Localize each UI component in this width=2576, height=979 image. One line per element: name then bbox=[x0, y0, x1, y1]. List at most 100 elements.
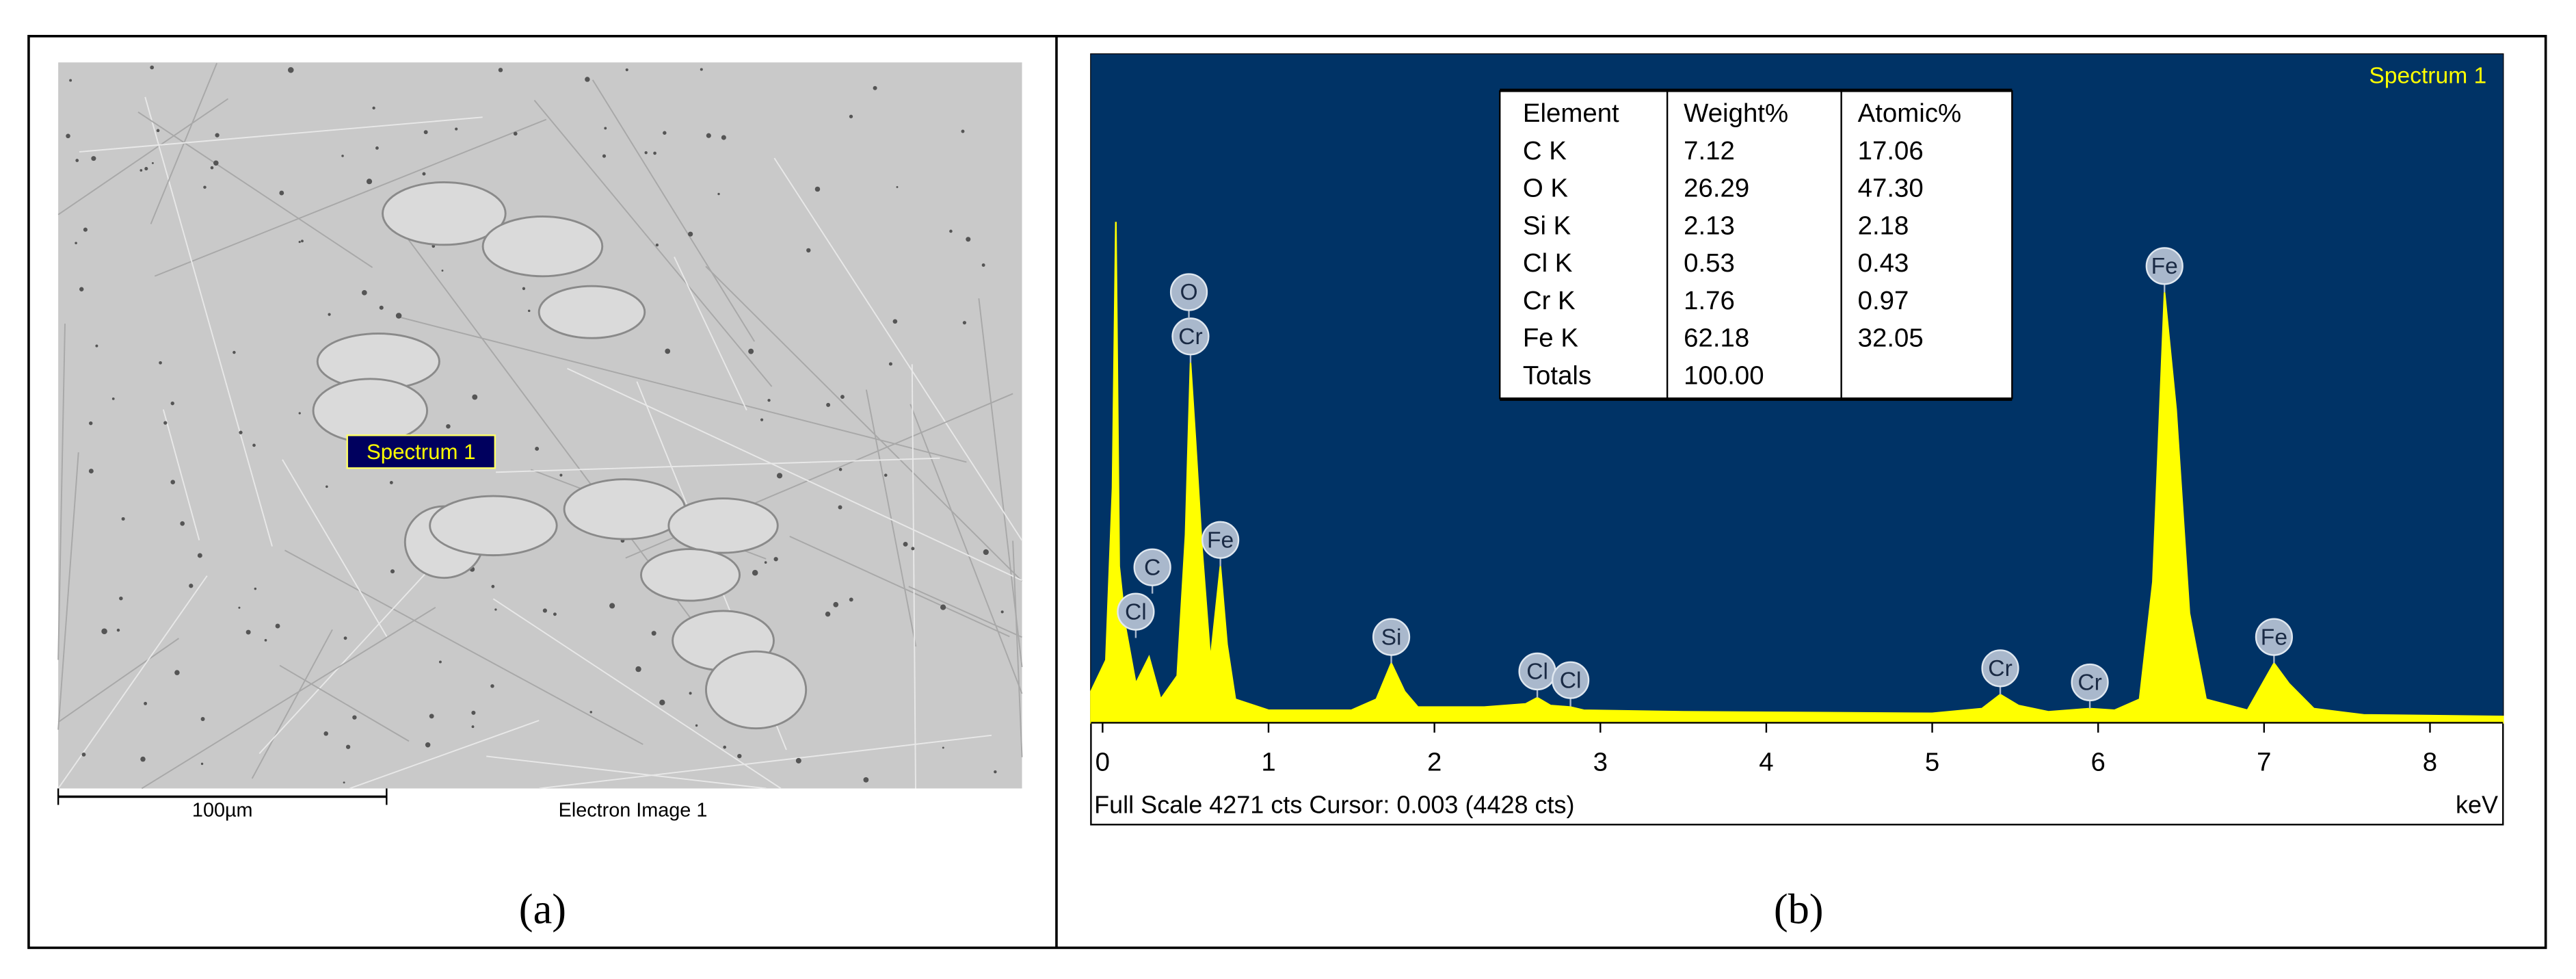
pit bbox=[159, 361, 162, 365]
pit bbox=[553, 612, 557, 616]
pit bbox=[341, 155, 344, 157]
pit bbox=[170, 401, 174, 406]
chart-title: Spectrum 1 bbox=[2369, 64, 2486, 89]
pit bbox=[352, 715, 357, 720]
scratch bbox=[486, 755, 767, 789]
pit bbox=[884, 473, 888, 477]
deposit bbox=[429, 495, 558, 557]
pit bbox=[472, 394, 478, 400]
pit bbox=[362, 290, 367, 296]
pit bbox=[189, 584, 194, 588]
pit bbox=[210, 166, 214, 170]
pit bbox=[446, 423, 451, 429]
pit bbox=[151, 161, 154, 164]
pit bbox=[203, 185, 207, 189]
pit bbox=[903, 541, 908, 547]
pit bbox=[940, 604, 946, 610]
annotation-label: Fe bbox=[2151, 254, 2178, 279]
x-tick-label: 3 bbox=[1593, 748, 1608, 777]
scratch bbox=[79, 116, 483, 153]
table-cell: 0.97 bbox=[1858, 286, 1909, 315]
pit bbox=[298, 240, 301, 244]
pit bbox=[170, 480, 176, 484]
pit bbox=[665, 348, 671, 354]
pit bbox=[89, 421, 93, 426]
annotation-label: O bbox=[1180, 280, 1197, 305]
pit bbox=[491, 584, 495, 588]
annotation-marker bbox=[2071, 663, 2109, 702]
pit bbox=[75, 242, 77, 245]
pit bbox=[767, 398, 771, 402]
pit bbox=[180, 521, 185, 526]
scratch bbox=[141, 607, 436, 789]
table-header: Atomic% bbox=[1858, 99, 1962, 128]
table-cell: 7.12 bbox=[1684, 136, 1735, 166]
pit bbox=[706, 133, 711, 138]
pit bbox=[301, 239, 304, 243]
pit bbox=[513, 131, 518, 136]
annotation-label: Cl bbox=[1560, 668, 1582, 693]
pit bbox=[288, 67, 294, 73]
pit bbox=[326, 485, 328, 488]
pit bbox=[949, 229, 953, 233]
pit bbox=[764, 561, 767, 564]
table-header: Element bbox=[1523, 99, 1619, 128]
x-tick-label: 4 bbox=[1759, 748, 1773, 777]
pit bbox=[75, 159, 79, 162]
pit bbox=[389, 481, 393, 484]
table: Element Weight% Atomic% C K 7.12 17.06 O K 26.2… bbox=[1499, 88, 2013, 401]
table-cell: 2.13 bbox=[1684, 211, 1735, 240]
pit bbox=[752, 569, 758, 576]
pit bbox=[95, 344, 98, 348]
pit bbox=[298, 412, 301, 415]
pit bbox=[279, 190, 284, 196]
annotation-label: Cr bbox=[1178, 324, 1202, 350]
pit bbox=[896, 185, 899, 188]
pit bbox=[527, 309, 531, 313]
pit bbox=[655, 243, 659, 247]
scratch bbox=[773, 157, 1023, 541]
annotation-label: C bbox=[1144, 556, 1160, 581]
annotation-label: Cl bbox=[1125, 599, 1147, 625]
table-cell: O K bbox=[1523, 174, 1569, 203]
pit bbox=[79, 287, 84, 291]
pit bbox=[559, 473, 563, 477]
annotation-label: Cl bbox=[1526, 660, 1548, 685]
scratch bbox=[705, 265, 1023, 582]
scratch bbox=[57, 324, 66, 660]
pit bbox=[91, 156, 96, 161]
pit bbox=[425, 742, 431, 748]
pit bbox=[498, 68, 503, 73]
pit bbox=[522, 287, 526, 290]
table-header: Weight% bbox=[1684, 99, 1788, 128]
table-cell: 2.18 bbox=[1858, 211, 1909, 240]
annotation-marker bbox=[1981, 649, 2019, 688]
pit bbox=[700, 68, 703, 71]
pit bbox=[873, 86, 877, 90]
scratch bbox=[154, 118, 547, 277]
pit bbox=[150, 65, 155, 70]
pit bbox=[773, 557, 778, 562]
pit bbox=[275, 623, 280, 629]
annotation-label: Fe bbox=[1207, 528, 1234, 553]
table-cell: Cr K bbox=[1523, 286, 1576, 315]
scratch bbox=[908, 586, 1022, 638]
pit bbox=[849, 597, 853, 602]
pit bbox=[776, 473, 783, 479]
pit bbox=[962, 321, 967, 325]
x-tick-label: 0 bbox=[1096, 748, 1110, 777]
pit bbox=[252, 443, 256, 447]
pit bbox=[981, 263, 985, 267]
scratch bbox=[978, 298, 1023, 668]
scratch bbox=[57, 98, 229, 216]
pit bbox=[174, 670, 180, 675]
pit bbox=[494, 608, 497, 611]
scratch bbox=[144, 96, 273, 547]
pit bbox=[254, 587, 257, 590]
pit bbox=[239, 430, 243, 434]
pit bbox=[892, 319, 898, 324]
scratch bbox=[789, 536, 1010, 638]
pit bbox=[238, 606, 241, 609]
